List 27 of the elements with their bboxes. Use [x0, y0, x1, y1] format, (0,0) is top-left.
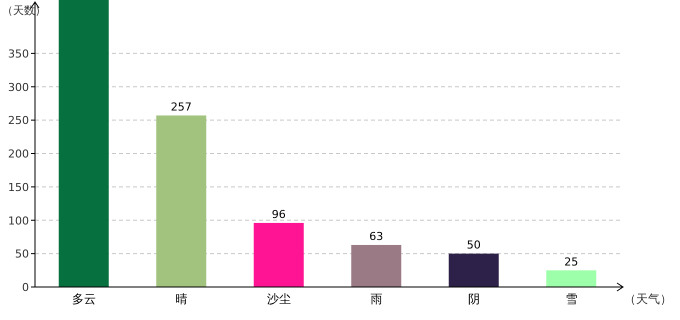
- x-tick-label: 多云: [72, 292, 96, 306]
- y-tick-label: 0: [22, 281, 29, 294]
- x-tick-label: 雪: [565, 292, 578, 306]
- bar: [254, 222, 304, 287]
- bar: [448, 254, 499, 287]
- x-tick-label: 沙尘: [266, 292, 291, 306]
- y-tick-label: 50: [15, 248, 29, 261]
- data-label: 25: [564, 255, 578, 268]
- data-label: 96: [272, 208, 286, 221]
- bar: [351, 244, 402, 287]
- bar: [58, 0, 109, 287]
- y-tick-label: 250: [8, 114, 29, 128]
- x-tick-label: 阴: [468, 292, 480, 306]
- bar: [156, 115, 206, 287]
- x-axis-title: （天气）: [624, 292, 672, 306]
- bar: [546, 270, 596, 287]
- y-tick-label: 300: [8, 80, 29, 94]
- y-tick-label: 200: [8, 148, 29, 161]
- data-label: 63: [369, 230, 384, 243]
- y-axis-title: （天数）: [2, 4, 46, 17]
- data-label: 50: [466, 238, 481, 252]
- y-tick-label: 350: [8, 47, 29, 60]
- y-tick-label: 100: [8, 214, 29, 228]
- data-label: 257: [170, 100, 192, 114]
- y-tick-label: 150: [8, 180, 29, 194]
- x-tick-label: 雨: [370, 292, 382, 306]
- x-tick-label: 晴: [175, 292, 188, 306]
